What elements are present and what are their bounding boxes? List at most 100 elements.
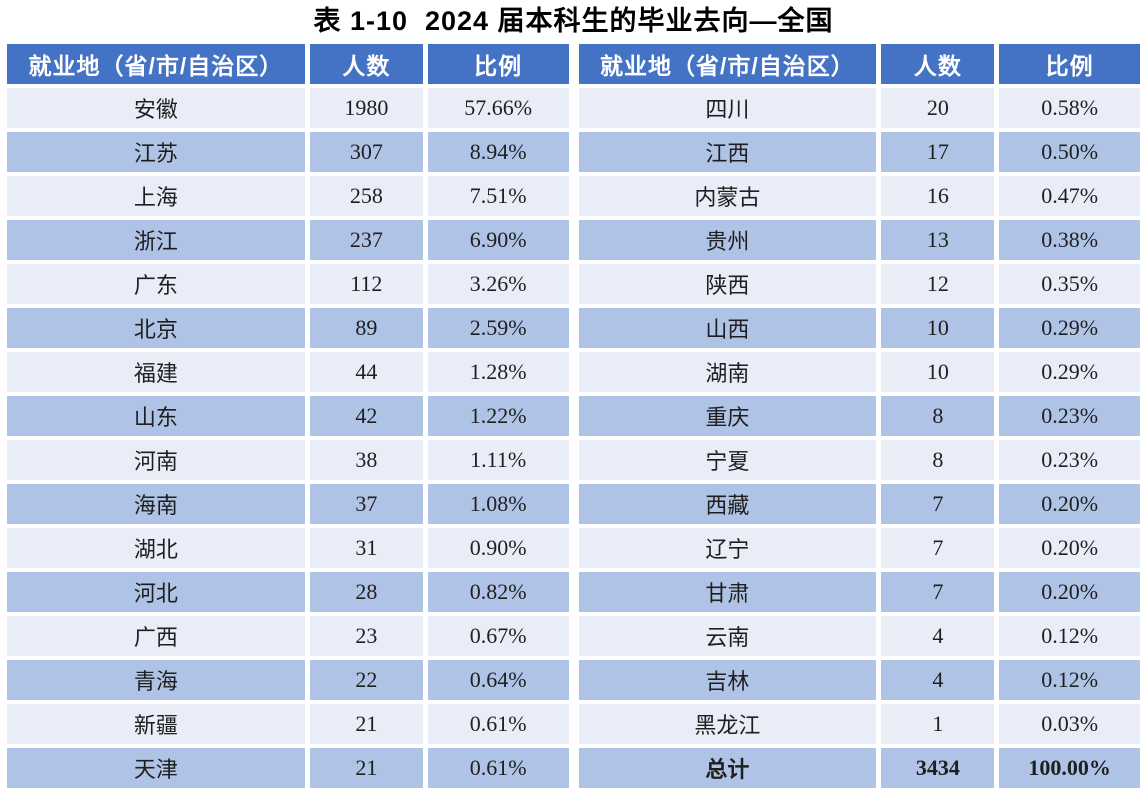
table-row: 甘肃 7 0.20% [578,572,1140,612]
table-row: 四川 20 0.58% [578,88,1140,128]
cell-region: 安徽 [7,88,305,128]
cell-region: 北京 [7,308,305,348]
cell-ratio: 0.82% [427,572,569,612]
table-row: 河南 38 1.11% [7,440,569,480]
cell-ratio: 0.23% [999,440,1140,480]
cell-ratio: 3.26% [427,264,569,304]
cell-count: 8 [881,396,995,436]
table-row: 江苏 307 8.94% [7,132,569,172]
left-table-header: 就业地（省/市/自治区） 人数 比例 [7,44,569,84]
cell-count: 10 [881,308,995,348]
col-header-count: 人数 [309,44,423,84]
cell-count: 28 [309,572,423,612]
cell-ratio: 57.66% [427,88,569,128]
cell-region: 山东 [7,396,305,436]
cell-region: 广东 [7,264,305,304]
table-row: 广西 23 0.67% [7,616,569,656]
cell-region: 江西 [578,132,877,172]
cell-count: 13 [881,220,995,260]
col-header-count: 人数 [881,44,995,84]
col-header-ratio: 比例 [427,44,569,84]
cell-region: 上海 [7,176,305,216]
cell-ratio: 0.35% [999,264,1140,304]
cell-region: 青海 [7,660,305,700]
cell-count: 31 [309,528,423,568]
cell-ratio: 0.20% [999,572,1140,612]
cell-region: 重庆 [578,396,877,436]
col-header-region: 就业地（省/市/自治区） [578,44,877,84]
table-row: 江西 17 0.50% [578,132,1140,172]
cell-count: 44 [309,352,423,392]
cell-ratio: 0.61% [427,748,569,788]
total-row: 总计 3434 100.00% [578,748,1140,788]
cell-count: 21 [309,704,423,744]
right-table: 就业地（省/市/自治区） 人数 比例 四川 20 0.58% 江西 17 0.50% 内蒙古… [574,40,1146,792]
table-row: 北京 89 2.59% [7,308,569,348]
cell-ratio: 100.00% [999,748,1140,788]
table-row: 湖北 31 0.90% [7,528,569,568]
cell-region: 河南 [7,440,305,480]
table-row: 安徽 1980 57.66% [7,88,569,128]
cell-region: 江苏 [7,132,305,172]
cell-ratio: 1.08% [427,484,569,524]
table-row: 云南 4 0.12% [578,616,1140,656]
cell-region: 海南 [7,484,305,524]
cell-region: 内蒙古 [578,176,877,216]
cell-count: 3434 [881,748,995,788]
right-table-body: 四川 20 0.58% 江西 17 0.50% 内蒙古 16 0.47% 贵州 13 0.38% 陕西 1… [578,88,1140,788]
cell-ratio: 0.12% [999,616,1140,656]
cell-region: 四川 [578,88,877,128]
cell-count: 307 [309,132,423,172]
cell-ratio: 0.38% [999,220,1140,260]
cell-region: 辽宁 [578,528,877,568]
table-row: 福建 44 1.28% [7,352,569,392]
cell-count: 38 [309,440,423,480]
table-row: 吉林 4 0.12% [578,660,1140,700]
cell-region: 总计 [578,748,877,788]
cell-region: 吉林 [578,660,877,700]
table-title: 表 1-10 2024 届本科生的毕业去向—全国 [313,6,834,36]
table-row: 西藏 7 0.20% [578,484,1140,524]
table-row: 河北 28 0.82% [7,572,569,612]
cell-region: 河北 [7,572,305,612]
table-row: 山西 10 0.29% [578,308,1140,348]
cell-count: 16 [881,176,995,216]
cell-ratio: 0.64% [427,660,569,700]
col-header-ratio: 比例 [999,44,1140,84]
cell-ratio: 0.29% [999,308,1140,348]
cell-count: 89 [309,308,423,348]
cell-count: 7 [881,528,995,568]
cell-count: 12 [881,264,995,304]
table-row: 内蒙古 16 0.47% [578,176,1140,216]
cell-region: 贵州 [578,220,877,260]
cell-region: 西藏 [578,484,877,524]
cell-count: 17 [881,132,995,172]
col-header-region: 就业地（省/市/自治区） [7,44,305,84]
cell-region: 云南 [578,616,877,656]
cell-count: 20 [881,88,995,128]
cell-count: 7 [881,484,995,524]
cell-ratio: 0.47% [999,176,1140,216]
cell-ratio: 0.90% [427,528,569,568]
cell-count: 4 [881,660,995,700]
table-row: 广东 112 3.26% [7,264,569,304]
table-row: 海南 37 1.08% [7,484,569,524]
cell-region: 湖南 [578,352,877,392]
right-table-header: 就业地（省/市/自治区） 人数 比例 [578,44,1140,84]
cell-region: 新疆 [7,704,305,744]
cell-count: 7 [881,572,995,612]
header-row: 就业地（省/市/自治区） 人数 比例 [578,44,1140,84]
cell-region: 甘肃 [578,572,877,612]
table-row: 湖南 10 0.29% [578,352,1140,392]
cell-ratio: 8.94% [427,132,569,172]
table-row: 陕西 12 0.35% [578,264,1140,304]
cell-count: 42 [309,396,423,436]
table-row: 宁夏 8 0.23% [578,440,1140,480]
cell-ratio: 1.28% [427,352,569,392]
cell-count: 1 [881,704,995,744]
cell-ratio: 1.11% [427,440,569,480]
cell-count: 112 [309,264,423,304]
cell-ratio: 0.20% [999,484,1140,524]
table-row: 青海 22 0.64% [7,660,569,700]
